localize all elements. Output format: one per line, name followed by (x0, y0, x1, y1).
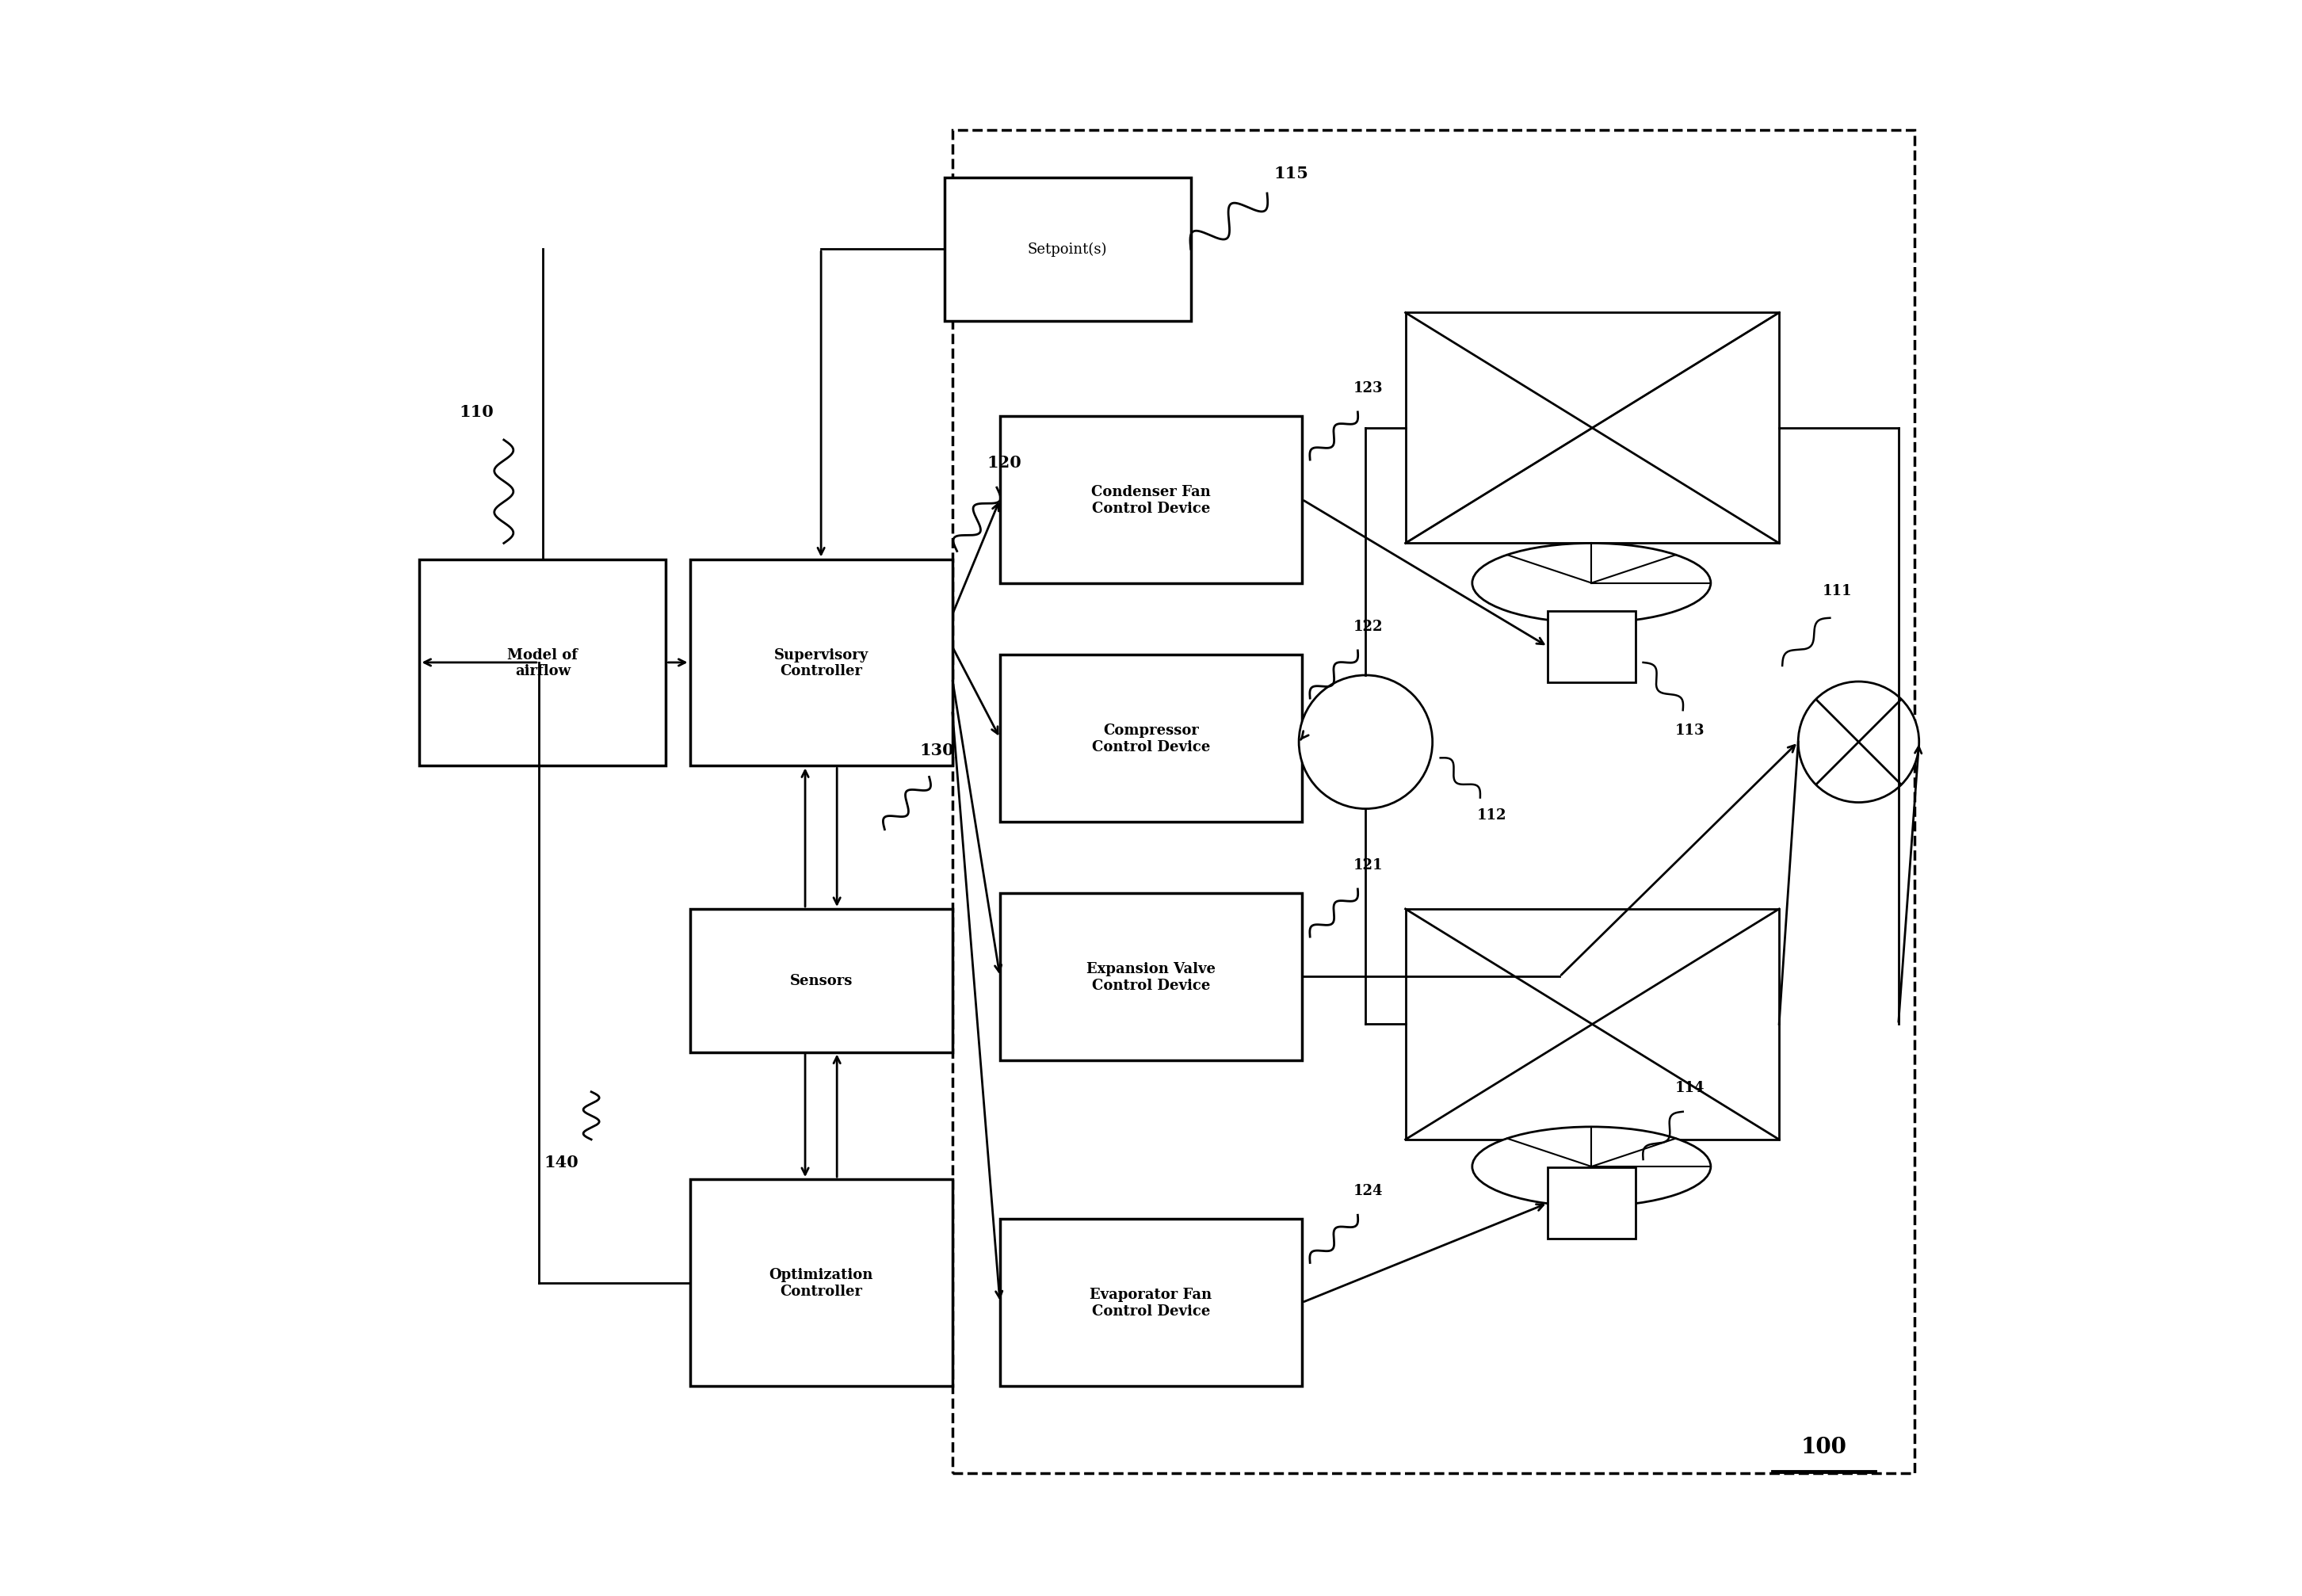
Text: 130: 130 (918, 742, 955, 758)
Text: Expansion Valve
Control Device: Expansion Valve Control Device (1087, 961, 1215, 993)
Bar (1547, 611, 1634, 683)
Text: 123: 123 (1354, 381, 1384, 396)
Circle shape (1798, 681, 1920, 803)
Text: 111: 111 (1823, 584, 1851, 598)
Bar (691, 910, 953, 1052)
Text: Condenser Fan
Control Device: Condenser Fan Control Device (1091, 485, 1211, 516)
Text: 122: 122 (1354, 619, 1384, 634)
Text: Optimization
Controller: Optimization Controller (769, 1267, 872, 1298)
Ellipse shape (1473, 1127, 1710, 1207)
Text: 113: 113 (1676, 723, 1706, 737)
Bar (1547, 1168, 1634, 1238)
Text: 120: 120 (988, 455, 1022, 471)
Bar (944, 179, 1190, 321)
Text: 110: 110 (460, 404, 495, 420)
Text: 115: 115 (1273, 166, 1308, 182)
Text: Compressor
Control Device: Compressor Control Device (1091, 723, 1211, 753)
Bar (999, 1219, 1303, 1385)
Text: Supervisory
Controller: Supervisory Controller (773, 648, 868, 678)
Text: 114: 114 (1676, 1080, 1706, 1095)
Circle shape (1298, 675, 1432, 809)
Text: Sensors: Sensors (790, 974, 852, 988)
Text: 100: 100 (1800, 1436, 1846, 1457)
Text: 124: 124 (1354, 1184, 1384, 1197)
Text: 112: 112 (1478, 808, 1508, 822)
Text: 140: 140 (543, 1154, 578, 1170)
Bar (999, 654, 1303, 822)
Bar (691, 560, 953, 766)
Bar (953, 131, 1915, 1473)
Text: Evaporator Fan
Control Device: Evaporator Fan Control Device (1089, 1288, 1213, 1318)
Bar (999, 417, 1303, 584)
Text: 121: 121 (1354, 857, 1384, 871)
Bar (1407, 910, 1779, 1140)
Text: Setpoint(s): Setpoint(s) (1027, 243, 1107, 257)
Bar (999, 894, 1303, 1060)
Bar (419, 560, 665, 766)
Ellipse shape (1473, 544, 1710, 622)
Text: Model of
airflow: Model of airflow (506, 648, 578, 678)
Bar (1407, 313, 1779, 544)
Bar (691, 1179, 953, 1385)
